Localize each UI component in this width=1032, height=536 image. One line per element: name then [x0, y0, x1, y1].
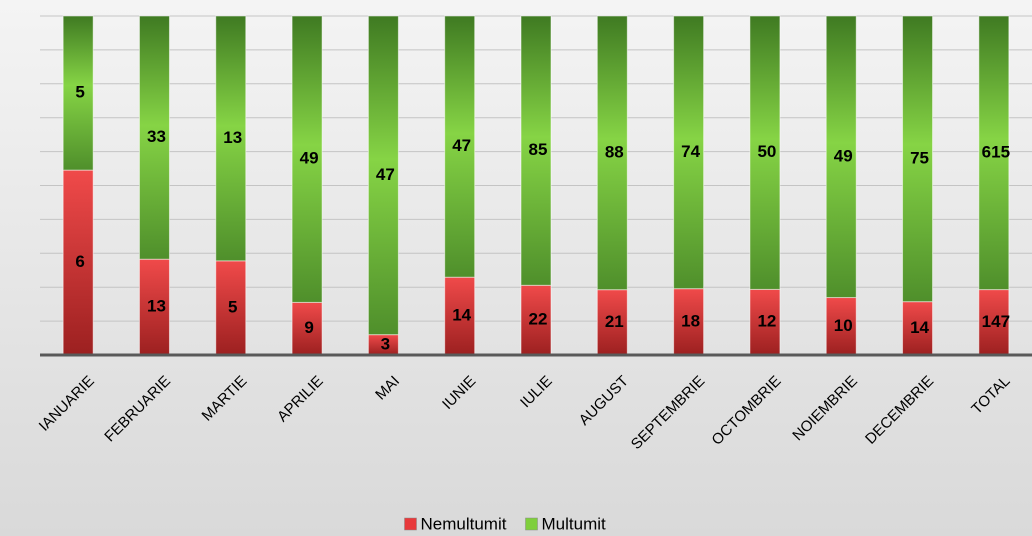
- data-label: 3: [381, 334, 390, 353]
- data-label: 147: [982, 312, 1010, 331]
- bar-segment: [138, 15, 170, 260]
- data-label: 18: [681, 311, 700, 330]
- data-label: 5: [228, 297, 237, 316]
- bar-segment: [444, 15, 476, 278]
- bar-segment: [138, 258, 170, 356]
- data-label: 13: [223, 128, 242, 147]
- legend-label: Multumit: [542, 514, 607, 533]
- data-label: 74: [681, 142, 700, 161]
- data-label: 10: [834, 316, 853, 335]
- data-label: 6: [75, 252, 84, 271]
- legend-label: Nemultumit: [421, 514, 507, 533]
- bar-segment: [215, 260, 247, 356]
- bar-segment: [825, 15, 857, 299]
- data-label: 49: [834, 146, 853, 165]
- bar-segment: [444, 276, 476, 356]
- data-label: 615: [982, 142, 1010, 161]
- bar-segment: [62, 169, 94, 356]
- data-label: 12: [757, 312, 776, 331]
- data-label: 21: [605, 312, 624, 331]
- legend: Nemultumit Multumit: [404, 514, 607, 533]
- data-label: 75: [910, 148, 929, 167]
- bar-segment: [749, 288, 781, 356]
- bar-segment: [673, 15, 705, 290]
- bar-segment: [902, 15, 934, 303]
- data-label: 49: [300, 149, 319, 168]
- data-label: 22: [529, 310, 548, 329]
- bar-segment: [596, 15, 628, 291]
- legend-swatch: [525, 517, 538, 531]
- data-label: 33: [147, 127, 166, 146]
- data-label: 14: [910, 318, 929, 337]
- bar-segment: [62, 15, 94, 171]
- data-label: 50: [757, 142, 776, 161]
- data-label: 14: [452, 306, 471, 325]
- bar-segment: [520, 284, 552, 356]
- bar-segment: [749, 15, 781, 290]
- data-label: 5: [75, 83, 84, 102]
- bar-segment: [825, 297, 857, 356]
- legend-swatch: [404, 517, 417, 531]
- bar-segment: [978, 15, 1010, 291]
- bar-segment: [673, 288, 705, 356]
- data-label: 85: [529, 140, 548, 159]
- bar-segment: [291, 301, 323, 356]
- bar-segment: [291, 15, 323, 303]
- data-label: 9: [304, 318, 313, 337]
- bar-segment: [367, 15, 399, 336]
- bar-segment: [520, 15, 552, 286]
- data-label: 88: [605, 142, 624, 161]
- data-label: 47: [452, 136, 471, 155]
- data-label: 47: [376, 165, 395, 184]
- bar-segment: [215, 15, 247, 262]
- data-label: 13: [147, 297, 166, 316]
